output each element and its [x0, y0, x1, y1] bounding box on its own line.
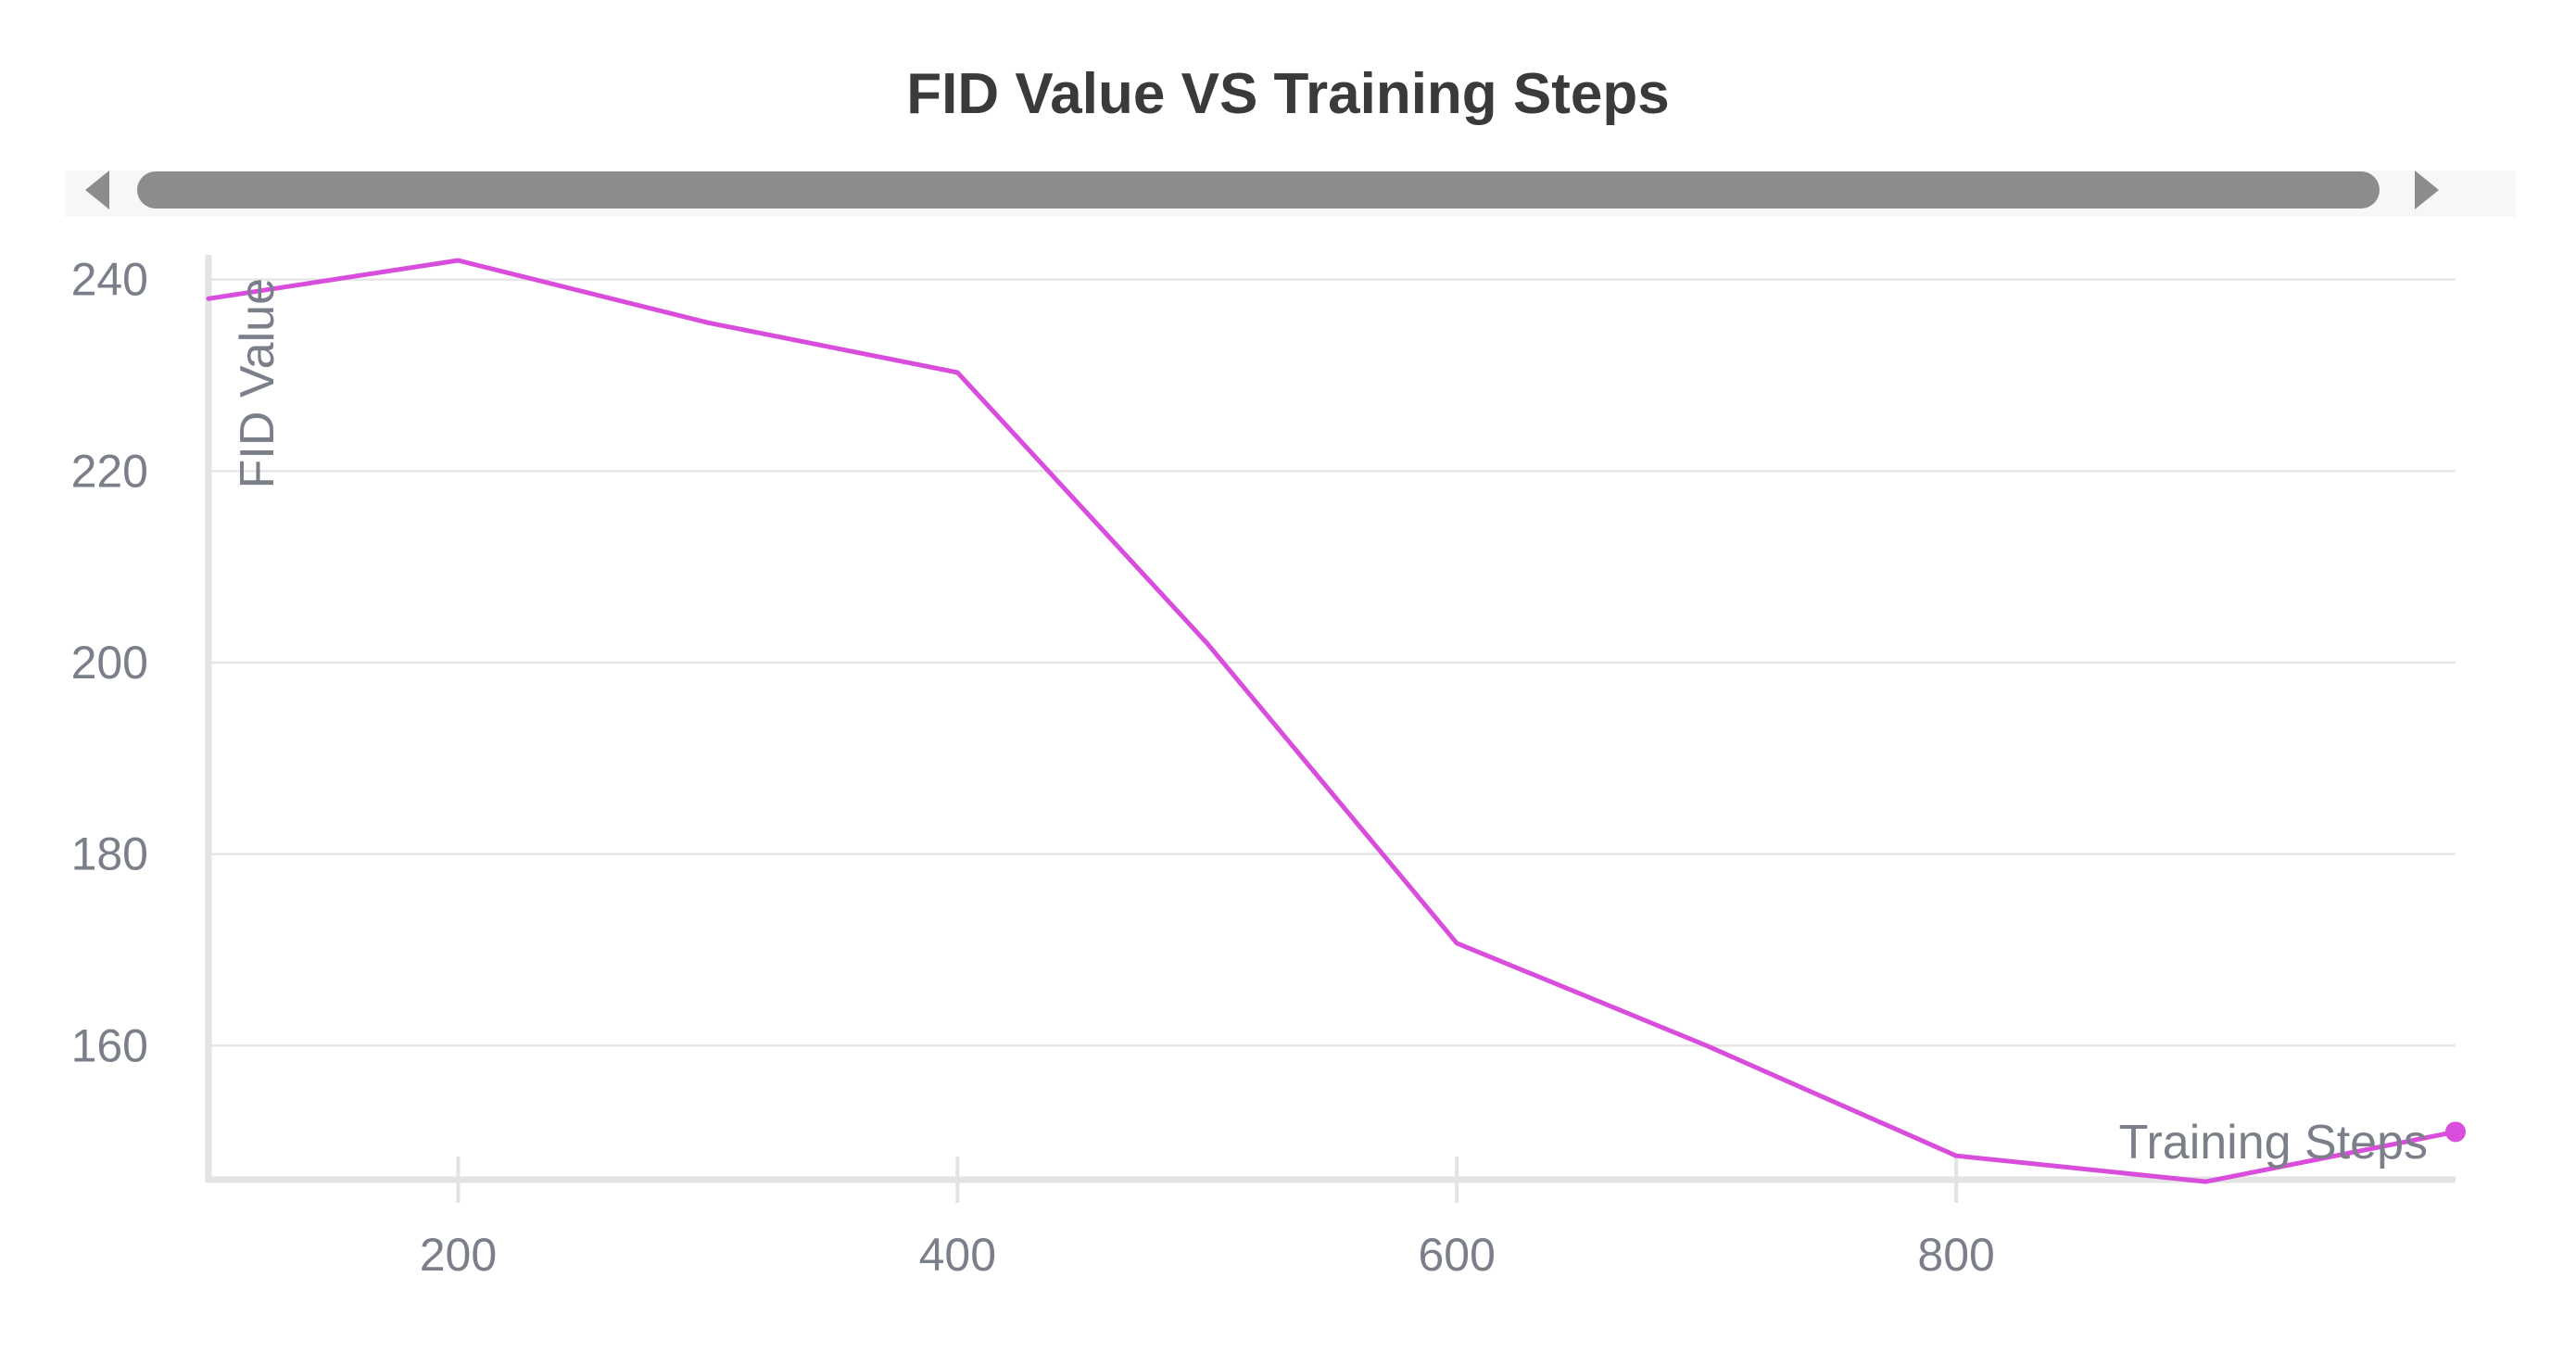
- x-axis-label: Training Steps: [2119, 1116, 2428, 1170]
- y-tick-label-200: 200: [71, 637, 148, 689]
- y-tick-label-220: 220: [71, 445, 148, 497]
- series-layer: [206, 258, 2466, 1184]
- y-axis-label: FID Value: [231, 278, 284, 488]
- slider-handle-bar[interactable]: [137, 171, 2380, 209]
- x-tick-label-600: 600: [1419, 1229, 1496, 1281]
- slider-right-arrow-icon[interactable]: [2415, 171, 2439, 209]
- series-end-point[interactable]: [2445, 1121, 2466, 1143]
- x-tick-label-200: 200: [420, 1229, 497, 1281]
- data-zoom-slider[interactable]: [65, 171, 2516, 217]
- x-tick-label-400: 400: [919, 1229, 996, 1281]
- y-tick-label-180: 180: [71, 828, 148, 880]
- y-tick-label-240: 240: [71, 254, 148, 306]
- x-tick-label-800: 800: [1917, 1229, 1994, 1281]
- slider-left-arrow-icon[interactable]: [85, 171, 109, 209]
- series-line-0: [206, 258, 2458, 1184]
- axes: 160 180 200 220 240 200 400 600 800: [71, 254, 2456, 1281]
- y-tick-label-160: 160: [71, 1019, 148, 1071]
- gridlines: [208, 278, 2456, 1047]
- chart-title: FID Value VS Training Steps: [906, 62, 1669, 126]
